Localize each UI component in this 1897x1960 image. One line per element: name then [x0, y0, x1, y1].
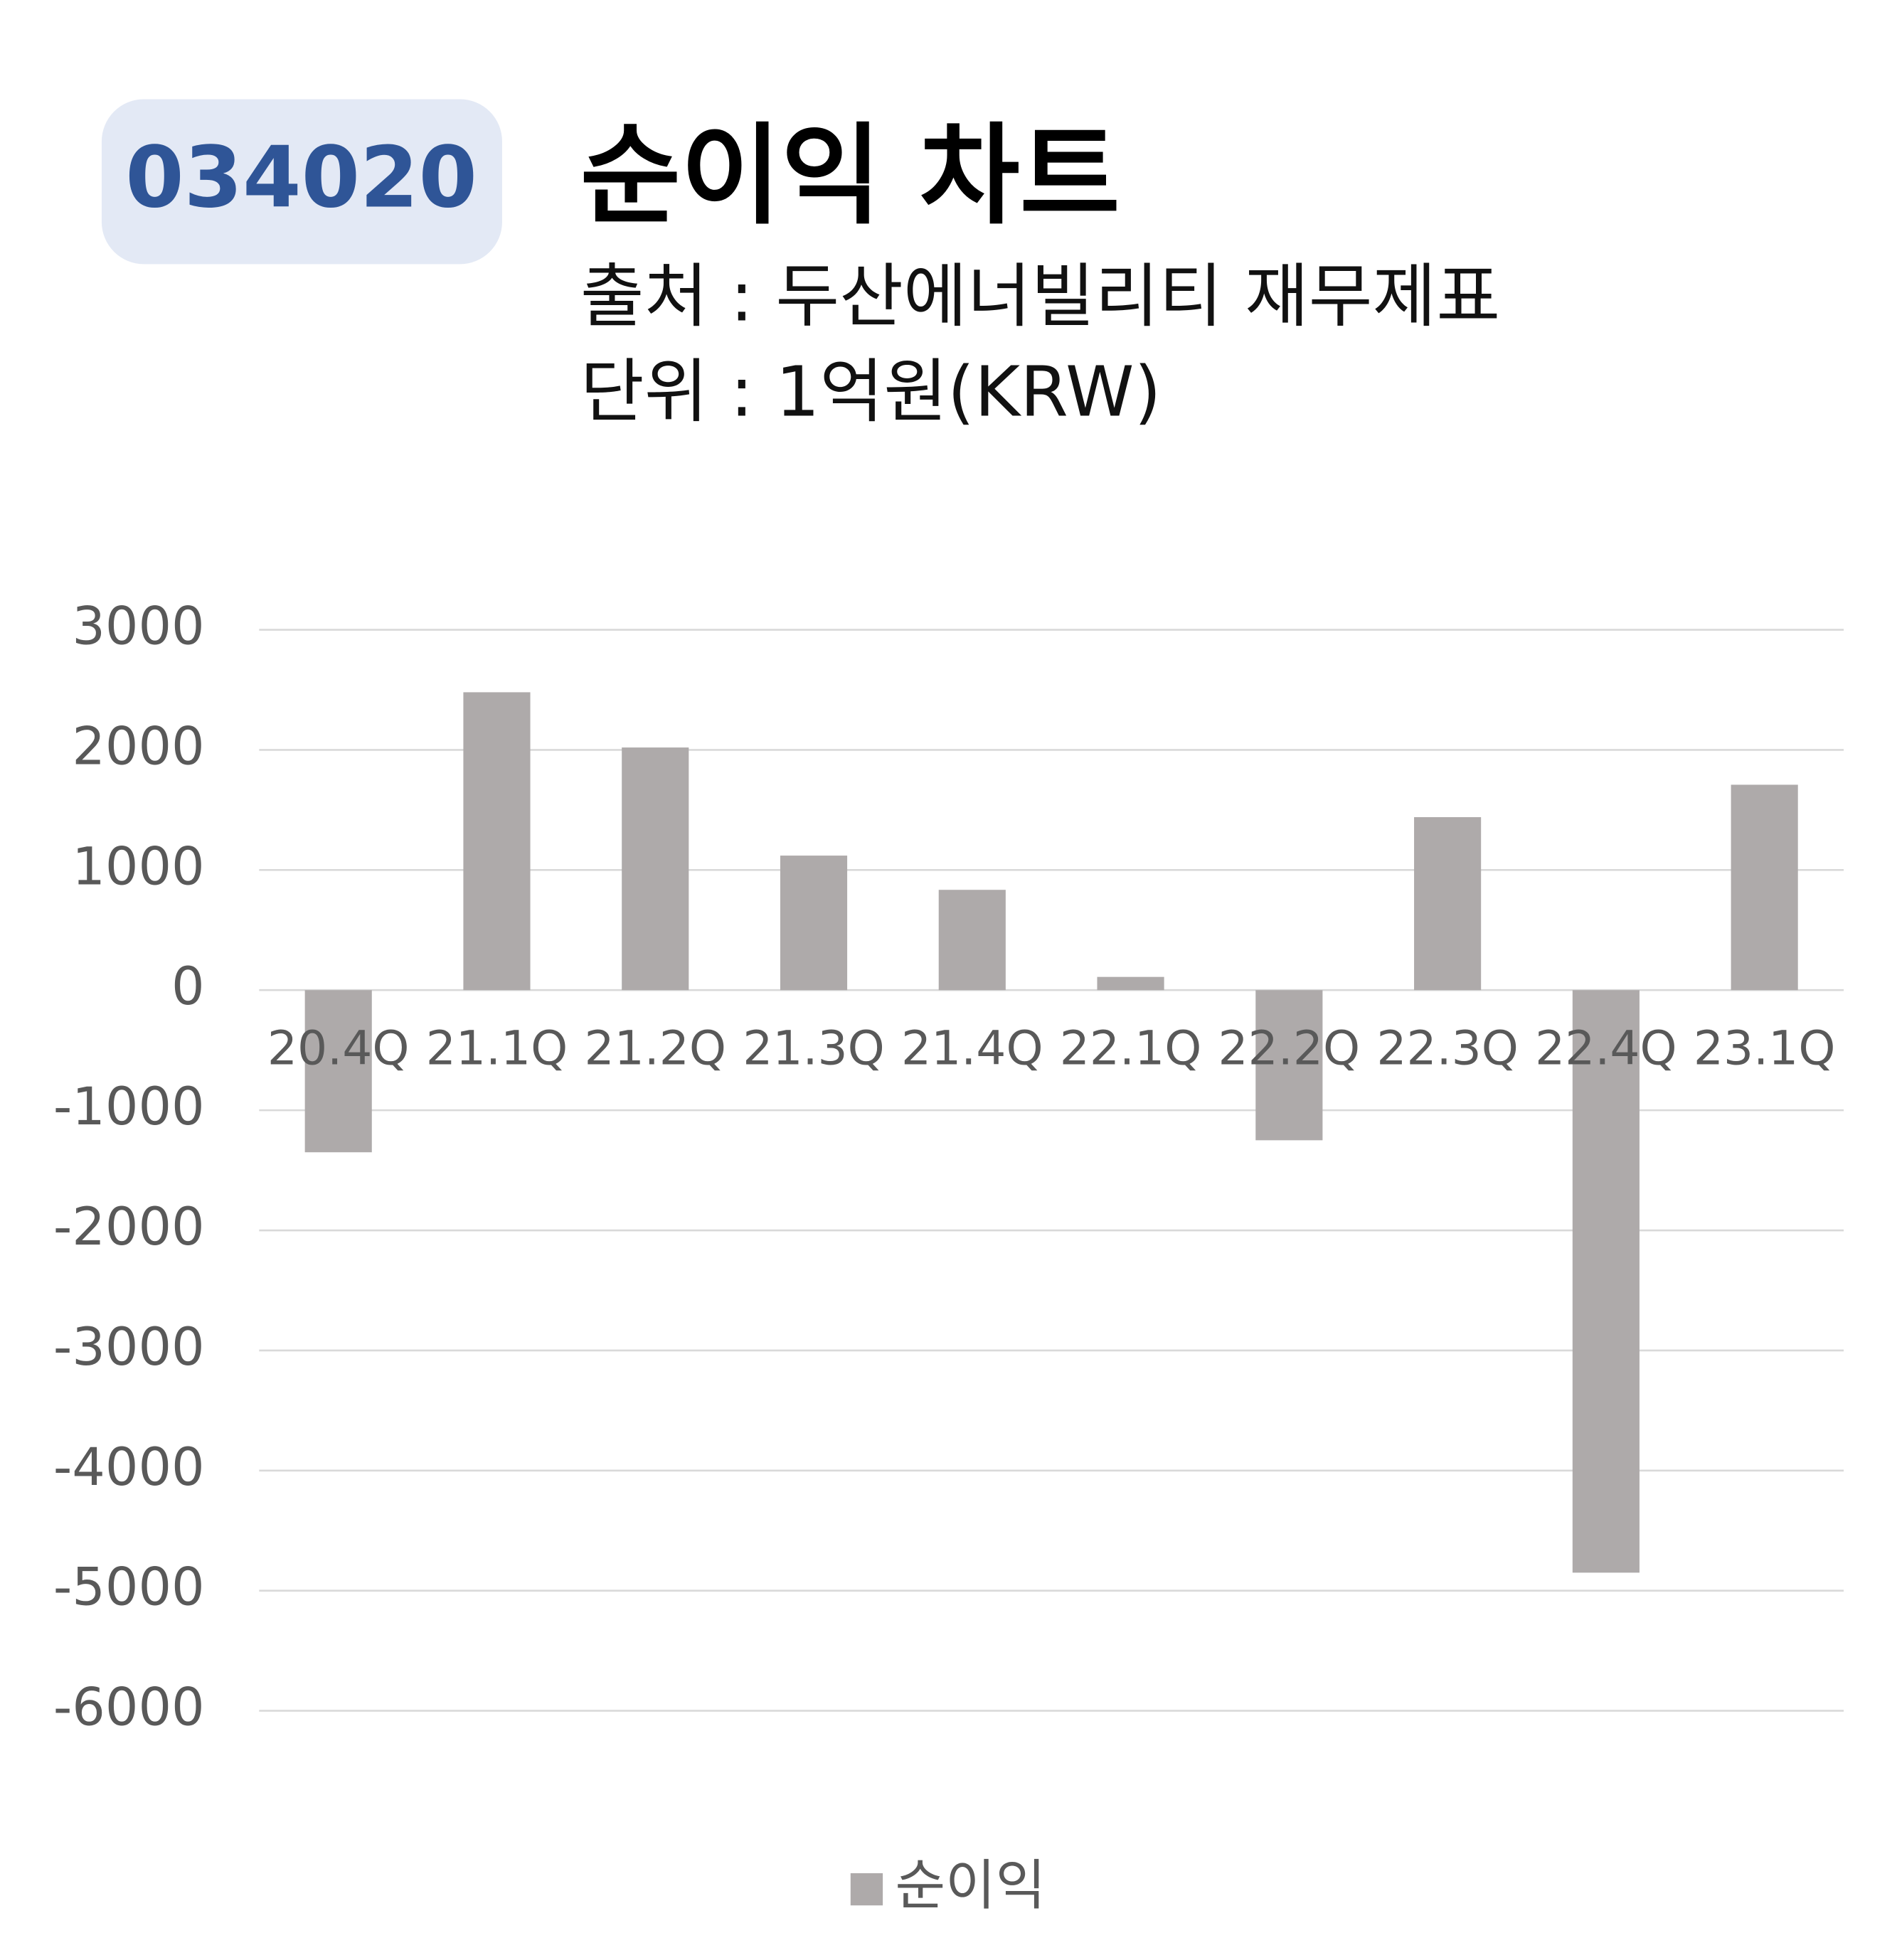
bar	[938, 890, 1006, 991]
bar	[304, 990, 372, 1153]
y-tick-label: -4000	[53, 1437, 205, 1498]
chart-source: 출처 : 두산에너빌리티 재무제표	[580, 256, 1500, 337]
chart-unit: 단위 : 1억원(KRW)	[580, 352, 1162, 433]
y-tick-label: -6000	[53, 1678, 205, 1738]
x-tick-label: 20.4Q	[267, 1021, 410, 1075]
bar	[1255, 990, 1323, 1141]
y-tick-label: 2000	[72, 716, 204, 777]
bar	[1097, 976, 1164, 991]
chart-title: 순이익 차트	[580, 113, 1120, 240]
x-tick-label: 22.1Q	[1060, 1021, 1202, 1075]
bar	[1731, 784, 1798, 991]
x-tick-label: 22.2Q	[1218, 1021, 1361, 1075]
y-tick-label: 3000	[72, 597, 204, 657]
y-tick-label: -1000	[53, 1077, 205, 1137]
bar	[463, 692, 531, 991]
y-tick-label: 1000	[72, 836, 204, 897]
legend-label: 순이익	[896, 1855, 1046, 1918]
y-tick-label: -3000	[53, 1317, 205, 1378]
x-tick-label: 22.3Q	[1376, 1021, 1519, 1075]
bar	[780, 856, 848, 991]
bar	[1414, 817, 1482, 991]
x-tick-label: 22.4Q	[1535, 1021, 1677, 1075]
y-tick-label: -5000	[53, 1557, 205, 1618]
y-tick-label: 0	[171, 957, 205, 1017]
y-tick-label: -2000	[53, 1197, 205, 1257]
code-badge	[101, 99, 502, 265]
x-tick-label: 21.4Q	[901, 1021, 1043, 1075]
bar	[622, 747, 689, 991]
x-tick-label: 23.1Q	[1694, 1021, 1836, 1075]
x-tick-label: 21.3Q	[743, 1021, 885, 1075]
x-tick-label: 21.1Q	[426, 1021, 568, 1075]
bar	[1572, 990, 1640, 1573]
stock-code: 034020	[125, 129, 477, 227]
legend-swatch	[850, 1873, 883, 1906]
x-tick-label: 21.2Q	[584, 1021, 726, 1075]
